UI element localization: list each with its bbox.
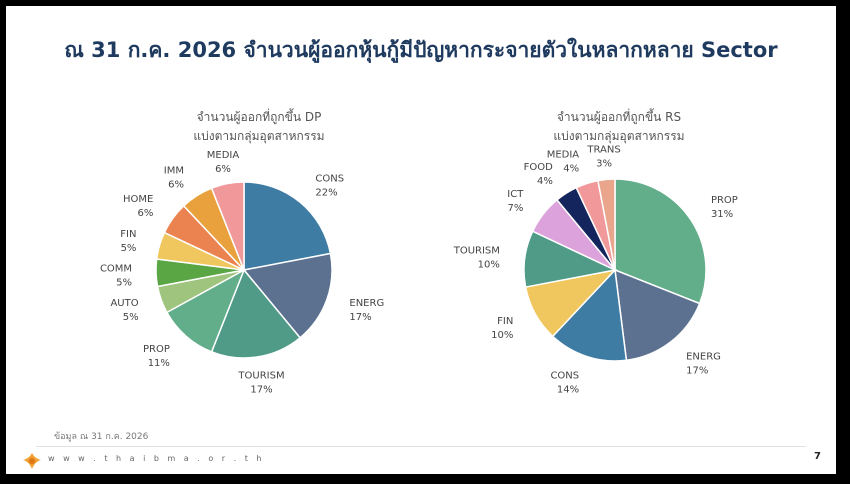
dp-pct-tourism: 17% [250, 385, 272, 396]
dp-pct-energ: 17% [349, 312, 371, 323]
rs-slice-energ [614, 268, 701, 362]
dp-label-prop: PROP [143, 344, 170, 355]
dp-label-media: MEDIA [207, 150, 240, 161]
rs-slice-cons [551, 268, 628, 362]
rs-pct-cons: 14% [557, 384, 579, 395]
rs-pie-chart: PROP 31% ENERG 17% CONS 14% FIN 10% TOURISM 10% IC… [453, 145, 738, 396]
rs-pct-energ: 17% [686, 366, 708, 377]
footer-divider [36, 446, 806, 447]
rs-label-energ: ENERG [686, 352, 721, 363]
slide: ณ 31 ก.ค. 2026 จำนวนผู้ออกหุ้นกู้มีปัญหา… [6, 6, 836, 474]
dp-chart-title: จำนวนผู้ออกที่ถูกขึ้น DP แบ่งตามกลุ่มอุต… [154, 108, 364, 146]
rs-label-media: MEDIA [547, 150, 580, 161]
dp-slice-tourism [210, 268, 302, 359]
rs-label-fin: FIN [497, 316, 513, 327]
dp-pie-chart: CONS 22% ENERG 17% TOURISM 17% PROP 11% AUTO 5% CO… [100, 150, 384, 396]
dp-pct-media: 6% [215, 164, 231, 175]
dp-pct-auto: 5% [123, 312, 139, 323]
dp-slice-cons [243, 181, 332, 271]
website-url: w w w . t h a i b m a . o r . t h [48, 454, 265, 463]
slide-title: ณ 31 ก.ค. 2026 จำนวนผู้ออกหุ้นกู้มีปัญหา… [64, 38, 778, 62]
thaibma-logo-icon [23, 453, 41, 469]
dp-pct-prop: 11% [148, 358, 170, 369]
rs-chart-title-line2: แบ่งตามกลุ่มอุตสาหกรรม [553, 129, 685, 143]
dp-pct-fin: 5% [121, 243, 137, 254]
dp-label-cons: CONS [315, 174, 344, 185]
dp-label-fin: FIN [120, 229, 136, 240]
dp-label-auto: AUTO [110, 298, 138, 309]
rs-slice-trans [597, 178, 616, 271]
rs-pct-trans: 3% [596, 159, 612, 170]
rs-pct-tourism: 10% [478, 259, 500, 270]
dp-label-tourism: TOURISM [237, 371, 284, 382]
dp-label-imm: IMM [164, 165, 184, 176]
dp-pct-imm: 6% [168, 179, 184, 190]
dp-pct-home: 6% [138, 208, 154, 219]
rs-pct-fin: 10% [491, 330, 513, 341]
rs-chart-title: จำนวนผู้ออกที่ถูกขึ้น RS แบ่งตามกลุ่มอุต… [514, 108, 724, 146]
rs-label-cons: CONS [550, 370, 579, 381]
dp-label-energ: ENERG [349, 298, 384, 309]
rs-chart-title-line1: จำนวนผู้ออกที่ถูกขึ้น RS [556, 110, 682, 124]
dp-label-home: HOME [123, 194, 153, 205]
rs-label-prop: PROP [711, 195, 738, 206]
rs-pct-prop: 31% [711, 209, 733, 220]
rs-pct-ict: 7% [507, 203, 523, 214]
rs-label-ict: ICT [507, 189, 524, 200]
rs-label-trans: TRANS [586, 145, 620, 156]
rs-label-food: FOOD [524, 162, 553, 173]
source-note: ข้อมูล ณ 31 ก.ค. 2026 [54, 432, 149, 442]
dp-pct-comm: 5% [116, 278, 132, 289]
dp-label-comm: COMM [100, 264, 132, 275]
dp-slice-energ [242, 252, 333, 339]
rs-slice-prop [614, 178, 707, 305]
rs-pct-media: 4% [563, 164, 579, 175]
rs-label-tourism: TOURISM [453, 245, 500, 256]
dp-slice-media [210, 181, 245, 271]
page-number: 7 [814, 451, 821, 462]
dp-chart-title-line2: แบ่งตามกลุ่มอุตสาหกรรม [193, 129, 325, 143]
dp-chart-title-line1: จำนวนผู้ออกที่ถูกขึ้น DP [196, 110, 322, 124]
rs-pct-food: 4% [537, 176, 553, 187]
dp-pct-cons: 22% [315, 188, 337, 199]
